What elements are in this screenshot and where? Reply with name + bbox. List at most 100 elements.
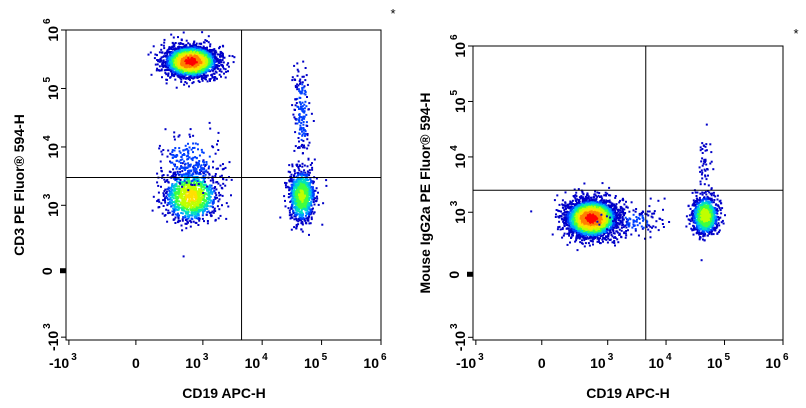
event-dot [210, 55, 213, 58]
event-dot [306, 194, 309, 197]
event-dot [294, 183, 297, 186]
event-dot [222, 61, 225, 64]
event-dot [304, 194, 307, 197]
event-dot [305, 105, 308, 108]
event-dot [293, 149, 296, 152]
event-dot [194, 211, 196, 214]
event-dot [209, 186, 212, 189]
event-dot [188, 187, 191, 190]
event-dot [180, 66, 183, 69]
event-dot [195, 213, 198, 216]
event-dot [285, 186, 287, 189]
event-dot [290, 178, 293, 181]
event-dot [298, 208, 301, 211]
event-dot [298, 146, 301, 149]
event-dot [185, 212, 188, 215]
event-dot [206, 185, 209, 188]
event-dot [202, 212, 205, 215]
event-dot [295, 227, 298, 230]
event-dot [173, 43, 176, 46]
event-dot [310, 112, 313, 115]
event-dot [185, 196, 188, 199]
event-dot [192, 73, 195, 75]
event-dot [158, 51, 161, 54]
event-dot [204, 192, 207, 195]
event-dot [310, 204, 313, 207]
event-dot [181, 51, 184, 53]
event-dot [288, 193, 290, 195]
event-dot [213, 207, 216, 210]
event-dot [200, 167, 203, 169]
event-dot [203, 198, 206, 201]
event-dot [200, 164, 203, 167]
event-dot [194, 215, 197, 218]
event-dot [177, 190, 180, 193]
event-dot [301, 215, 304, 218]
event-dot [303, 184, 306, 187]
event-dot [213, 48, 216, 51]
event-dot [154, 53, 157, 56]
event-dot [183, 160, 186, 163]
event-dot [189, 207, 192, 210]
event-dot [194, 189, 197, 192]
event-dot [293, 215, 296, 218]
event-dot [186, 195, 189, 198]
event-dot [169, 47, 172, 50]
event-dot [187, 60, 190, 63]
event-dot [188, 175, 191, 178]
event-dot [171, 149, 174, 152]
event-dot [195, 208, 198, 211]
event-dot [191, 45, 194, 48]
event-dot [299, 200, 302, 203]
event-dot [218, 45, 221, 48]
event-dot [218, 47, 221, 50]
event-dot [220, 174, 223, 177]
event-dot [183, 183, 185, 186]
event-dot [188, 174, 191, 177]
event-dot [210, 211, 213, 214]
event-dot [204, 52, 207, 55]
event-dot [209, 51, 212, 53]
event-dot [194, 221, 197, 224]
event-dot [182, 255, 185, 258]
event-dot [300, 208, 303, 211]
event-dot [190, 204, 192, 207]
event-dot [174, 50, 177, 53]
event-dot [195, 187, 197, 190]
event-dot [291, 193, 294, 196]
event-dot [295, 184, 298, 187]
event-dot [193, 203, 196, 206]
event-dot [194, 175, 197, 178]
event-dot [193, 180, 196, 183]
event-dot [295, 191, 298, 194]
event-dot [297, 203, 300, 206]
event-dot [187, 221, 189, 224]
x-tick-label: 10 3 [185, 352, 209, 371]
event-dot [195, 157, 198, 160]
event-dot [190, 54, 192, 57]
event-dot [228, 54, 231, 57]
event-dot [172, 207, 175, 210]
event-dot [178, 147, 181, 150]
event-dot [188, 58, 191, 61]
event-dot [205, 169, 208, 172]
event-dot [195, 161, 198, 164]
event-dot [203, 58, 206, 61]
event-dot [321, 223, 324, 226]
event-dot [214, 175, 217, 177]
event-dot [161, 212, 164, 215]
event-dot [301, 162, 304, 165]
event-dot [310, 185, 313, 188]
event-dot [185, 172, 188, 175]
event-dot [307, 216, 310, 219]
event-dot [313, 198, 316, 201]
event-dot [164, 188, 167, 191]
event-dot [174, 222, 177, 224]
event-dot [207, 185, 210, 188]
event-dot [174, 60, 177, 63]
event-dot [305, 113, 308, 116]
event-dot [195, 168, 198, 170]
event-dot [169, 171, 172, 173]
event-dot [178, 63, 181, 66]
event-dot [315, 187, 318, 190]
